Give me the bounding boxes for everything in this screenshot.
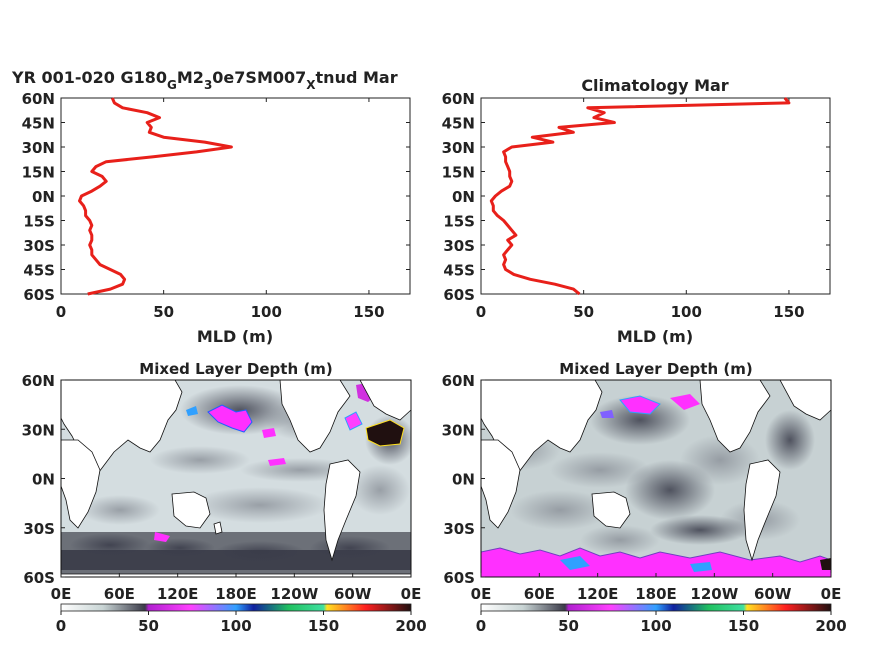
map-climatology-xtick-label: 60E xyxy=(524,585,555,603)
map-climatology-xtick-label: 120E xyxy=(577,585,619,603)
map-model-ytick-label: 30S xyxy=(23,520,55,538)
map-model-ytick-label: 60N xyxy=(22,372,55,390)
colorbar-climatology: 0 50 100 150 200 xyxy=(476,603,847,635)
map-model-colorbar-label: 100 xyxy=(220,617,251,635)
climatology-ytick-label: 15N xyxy=(442,164,475,182)
climatology-ytick-label: 45N xyxy=(442,115,475,133)
profile-panel-model: YR 001-020 G180GM230e7SM007Xtnud Mar 0 50… xyxy=(11,68,411,346)
map-climatology-xtick-label: 0E xyxy=(471,585,492,603)
map-model-ytick-label: 0N xyxy=(32,471,55,489)
profile-panel-climatology: Climatology Mar 0 50 100 150 60N 45N 30N 15N 0N 1… xyxy=(442,76,831,346)
map-model-colorbar-label: 150 xyxy=(308,617,339,635)
model-xlabel: MLD (m) xyxy=(197,327,273,346)
map-climatology-ytick-label: 0N xyxy=(452,471,475,489)
climatology-xtick-label: 100 xyxy=(671,303,702,321)
map-climatology-xtick-label: 0E xyxy=(821,585,842,603)
map-model-colorbar-label: 50 xyxy=(138,617,159,635)
map-model-ytick-label: 60S xyxy=(23,569,55,587)
map-model-xtick-label: 60W xyxy=(334,585,372,603)
map-model-xtick-label: 120E xyxy=(157,585,199,603)
model-xtick-label: 150 xyxy=(353,303,384,321)
map-climatology-ytick-label: 60S xyxy=(443,569,475,587)
model-mld-line xyxy=(78,97,233,296)
map-climatology-colorbar-label: 50 xyxy=(558,617,579,635)
map-model-field xyxy=(61,380,411,577)
model-axes: 0 50 100 150 60N 45N 30N 15N 0N 15S 30S 45S 60S xyxy=(22,90,410,321)
map-climatology-title: Mixed Layer Depth (m) xyxy=(559,360,752,378)
map-climatology-land xyxy=(481,380,831,562)
climatology-axes: 0 50 100 150 60N 45N 30N 15N 0N 15S 30S 45S 60S xyxy=(442,90,830,321)
model-ytick-label: 45S xyxy=(23,262,55,280)
climatology-plot-area xyxy=(480,97,831,295)
climatology-xlabel: MLD (m) xyxy=(617,327,693,346)
map-climatology-xtick-label: 180E xyxy=(635,585,677,603)
model-ytick-label: 15S xyxy=(23,213,55,231)
climatology-xtick-label: 0 xyxy=(476,303,486,321)
model-xtick-label: 50 xyxy=(153,303,174,321)
map-model-land xyxy=(61,380,411,577)
map-climatology-field xyxy=(481,380,831,577)
map-climatology-xtick-label: 120W xyxy=(690,585,738,603)
map-model-xtick-label: 120W xyxy=(270,585,318,603)
model-ytick-label: 45N xyxy=(22,115,55,133)
map-model-xtick-label: 0E xyxy=(401,585,422,603)
map-climatology-xtick-label: 60W xyxy=(754,585,792,603)
climatology-ytick-label: 15S xyxy=(443,213,475,231)
climatology-ytick-label: 0N xyxy=(452,188,475,206)
climatology-mld-line xyxy=(489,97,791,296)
model-xtick-label: 100 xyxy=(251,303,282,321)
colorbar-model: 0 50 100 150 200 xyxy=(56,603,427,635)
model-plot-area xyxy=(60,97,411,295)
model-ytick-label: 15N xyxy=(22,164,55,182)
map-climatology-ytick-label: 30N xyxy=(442,421,475,439)
model-ytick-label: 30N xyxy=(22,139,55,157)
climatology-xtick-label: 150 xyxy=(773,303,804,321)
model-title: YR 001-020 G180GM230e7SM007Xtnud Mar xyxy=(11,68,398,92)
climatology-title: Climatology Mar xyxy=(581,76,728,95)
map-climatology-ytick-label: 30S xyxy=(443,520,475,538)
model-ytick-label: 60S xyxy=(23,286,55,304)
climatology-ytick-label: 30N xyxy=(442,139,475,157)
map-model-xtick-label: 60E xyxy=(104,585,135,603)
map-model-title: Mixed Layer Depth (m) xyxy=(139,360,332,378)
map-climatology-colorbar-label: 100 xyxy=(640,617,671,635)
map-climatology-ytick-label: 60N xyxy=(442,372,475,390)
model-ytick-label: 0N xyxy=(32,188,55,206)
model-xtick-label: 0 xyxy=(56,303,66,321)
map-climatology-colorbar-label: 200 xyxy=(815,617,846,635)
model-ytick-label: 30S xyxy=(23,237,55,255)
map-panel-climatology: Mixed Layer Depth (m) xyxy=(442,360,847,635)
map-model-colorbar-label: 0 xyxy=(56,617,66,635)
map-climatology-colorbar-label: 0 xyxy=(476,617,486,635)
map-model-ytick-label: 30N xyxy=(22,421,55,439)
model-ytick-label: 60N xyxy=(22,90,55,108)
climatology-ytick-label: 60N xyxy=(442,90,475,108)
map-climatology-colorbar-label: 150 xyxy=(728,617,759,635)
map-panel-model: Mixed Layer Depth (m) xyxy=(22,360,427,635)
map-model-colorbar-label: 200 xyxy=(395,617,426,635)
climatology-ytick-label: 60S xyxy=(443,286,475,304)
climatology-ytick-label: 45S xyxy=(443,262,475,280)
climatology-xtick-label: 50 xyxy=(573,303,594,321)
map-model-xtick-label: 180E xyxy=(215,585,257,603)
climatology-ytick-label: 30S xyxy=(443,237,475,255)
map-model-xtick-label: 0E xyxy=(51,585,72,603)
